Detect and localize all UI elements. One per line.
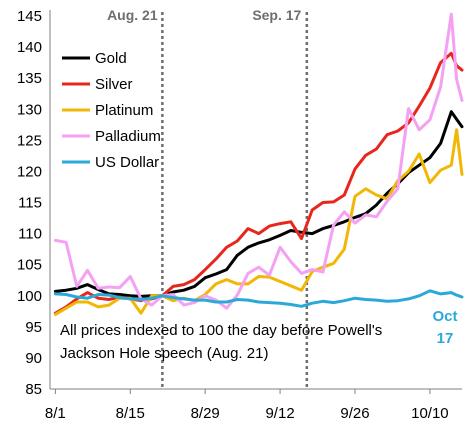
legend: Gold Silver Platinum Palladium US Dollar — [62, 50, 161, 171]
legend-label: US Dollar — [95, 154, 159, 171]
x-tick-label: 9/12 — [265, 405, 294, 422]
series-line — [53, 289, 464, 308]
y-tick-label: 135 — [17, 70, 42, 87]
event-lines: Aug. 21 Sep. 17 — [107, 7, 309, 389]
event-line-label: Sep. 17 — [252, 7, 301, 23]
x-tick-label: 8/29 — [191, 405, 220, 422]
y-tick-label: 140 — [17, 39, 42, 56]
y-tick-label: 145 — [17, 8, 42, 25]
series-line — [53, 110, 464, 298]
y-tick-label: 130 — [17, 101, 42, 118]
y-axis-ticks: 85 90 95 100 105 110 115 120 125 130 135 140 145 — [17, 8, 42, 398]
end-label-month: Oct — [432, 308, 457, 325]
x-tick-label: 8/1 — [45, 405, 66, 422]
x-tick-label: 8/15 — [116, 405, 145, 422]
event-line-label: Aug. 21 — [107, 7, 158, 23]
y-tick-label: 85 — [25, 381, 42, 398]
legend-label: Platinum — [95, 102, 153, 119]
y-tick-label: 100 — [17, 288, 42, 305]
series-lines — [53, 12, 464, 316]
series-line — [53, 12, 464, 310]
legend-label: Silver — [95, 76, 133, 93]
y-tick-label: 125 — [17, 132, 42, 149]
annotation-line-2: Jackson Hole speech (Aug. 21) — [60, 345, 268, 362]
x-tick-label: 9/26 — [340, 405, 369, 422]
y-tick-label: 90 — [25, 350, 42, 367]
x-axis-ticks: 8/1 8/15 8/29 9/12 9/26 10/10 — [45, 389, 449, 422]
y-tick-label: 110 — [18, 226, 42, 243]
annotation: All prices indexed to 100 the day before… — [60, 322, 382, 362]
axes — [49, 10, 462, 390]
y-tick-label: 120 — [17, 163, 42, 180]
y-tick-label: 95 — [25, 319, 42, 336]
y-tick-label: 115 — [18, 195, 42, 212]
annotation-line-1: All prices indexed to 100 the day before… — [60, 322, 382, 339]
y-tick-label: 105 — [17, 257, 42, 274]
legend-label: Gold — [95, 50, 127, 67]
legend-label: Palladium — [95, 128, 161, 145]
end-label: Oct 17 — [432, 308, 457, 347]
x-tick-label: 10/10 — [411, 405, 449, 422]
end-label-day: 17 — [437, 330, 454, 347]
